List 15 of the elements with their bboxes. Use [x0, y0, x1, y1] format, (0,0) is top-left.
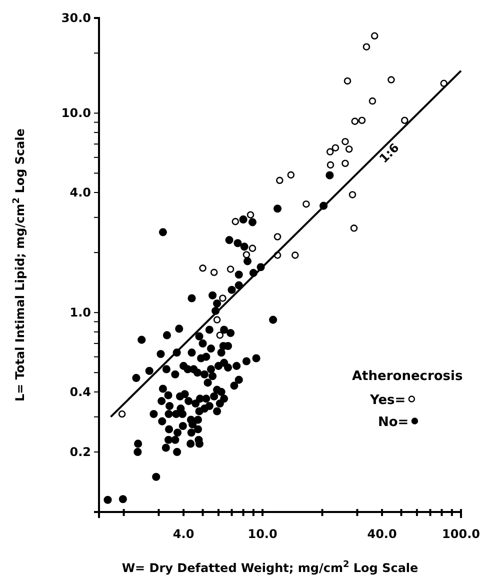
y-tick-label: 30.0 — [61, 10, 91, 25]
y-tick-label: 0.2 — [70, 444, 91, 459]
y-tick-label: 0.4 — [70, 384, 91, 399]
legend-label: Yes= — [369, 393, 406, 408]
annotation: 1:6 — [376, 140, 402, 166]
legend-label: No= — [378, 415, 409, 430]
y-tick-label: 10.0 — [61, 106, 91, 120]
x-axis-title: W= Dry Defatted Weight; mg/cm$^{2}$ Log Scale — [122, 560, 418, 575]
y-tick-label: 4.0 — [70, 185, 91, 200]
y-tick-label: 1.0 — [70, 305, 91, 320]
x-tick-label: 40.0 — [367, 526, 397, 541]
x-tick-label: 10.0 — [248, 526, 278, 541]
legend-title: Atheronecrosis — [352, 369, 464, 384]
x-tick-label: 4.0 — [172, 526, 194, 541]
x-tick-label: 100.0 — [442, 526, 480, 541]
